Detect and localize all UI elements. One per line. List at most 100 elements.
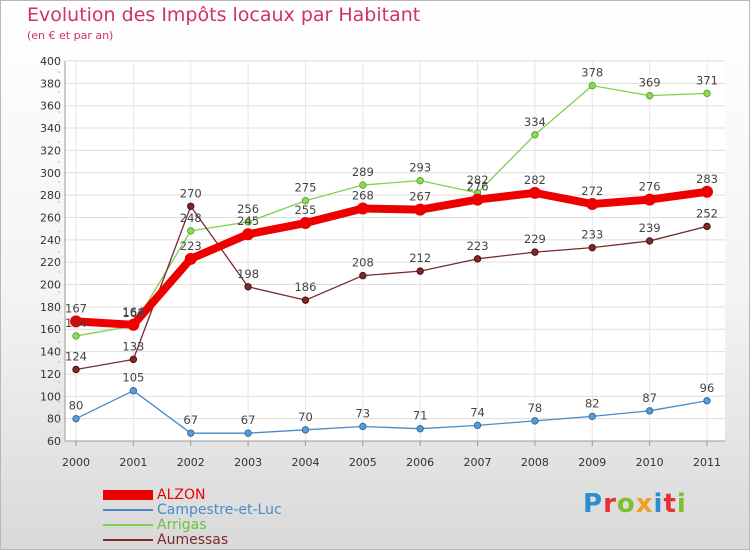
- data-point-alzon: [70, 315, 82, 328]
- y-tick-label: 140: [40, 346, 61, 359]
- y-tick-label: 200: [40, 279, 61, 292]
- data-point-campestre-et-luc: [244, 429, 252, 437]
- data-label-aumessas: 124: [65, 349, 87, 363]
- data-point-aumessas: [129, 355, 138, 364]
- data-point-arrigas: [703, 89, 711, 98]
- data-label-alzon: 282: [524, 173, 546, 187]
- series-line-campestre-et-luc: [75, 390, 708, 434]
- data-label-arrigas: 369: [639, 76, 661, 90]
- x-tick-label: 2009: [578, 456, 606, 469]
- x-tick-label: 2010: [636, 456, 664, 469]
- data-label-aumessas: 133: [122, 339, 144, 353]
- data-label-campestre-et-luc: 74: [470, 405, 485, 419]
- x-tick-label: 2004: [291, 456, 319, 469]
- legend-swatch-alzon: [103, 489, 153, 500]
- data-point-campestre-et-luc: [72, 414, 80, 423]
- data-point-alzon: [299, 217, 312, 230]
- data-label-aumessas: 233: [581, 228, 603, 242]
- data-label-campestre-et-luc: 71: [413, 409, 428, 423]
- data-point-campestre-et-luc: [301, 426, 310, 434]
- data-point-campestre-et-luc: [531, 417, 539, 425]
- data-point-arrigas: [244, 218, 252, 226]
- legend-item-alzon: ALZON: [103, 487, 205, 503]
- data-label-alzon: 272: [581, 184, 603, 198]
- data-label-campestre-et-luc: 67: [241, 413, 256, 427]
- data-label-campestre-et-luc: 82: [585, 396, 600, 410]
- data-label-alzon: 245: [237, 214, 259, 228]
- y-tick-label: 400: [40, 55, 61, 68]
- data-label-alzon: 255: [294, 203, 316, 217]
- proxiti-logo: Proxiti: [583, 489, 687, 519]
- data-point-arrigas: [72, 332, 80, 340]
- x-tick-label: 2002: [177, 456, 205, 469]
- data-label-aumessas: 186: [294, 280, 316, 294]
- data-label-arrigas: 154: [65, 316, 87, 330]
- data-label-campestre-et-luc: 87: [642, 391, 657, 405]
- y-tick-label: 80: [47, 413, 61, 426]
- x-tick-label: 2003: [234, 456, 262, 469]
- chart-subtitle: (en € et par an): [27, 29, 114, 42]
- data-label-arrigas: 275: [294, 181, 316, 195]
- data-point-aumessas: [72, 365, 80, 374]
- data-label-alzon: 267: [409, 190, 431, 204]
- y-tick-label: 180: [40, 301, 61, 314]
- data-label-campestre-et-luc: 70: [298, 410, 313, 424]
- y-tick-label: 360: [40, 100, 61, 113]
- data-point-alzon: [184, 252, 197, 265]
- data-point-campestre-et-luc: [473, 421, 482, 430]
- data-label-arrigas: 256: [237, 202, 259, 216]
- data-point-campestre-et-luc: [703, 397, 711, 405]
- data-label-campestre-et-luc: 78: [528, 401, 543, 415]
- data-point-arrigas: [531, 131, 539, 139]
- data-point-aumessas: [473, 255, 482, 263]
- data-label-arrigas: 334: [524, 115, 546, 129]
- legend-swatch-aumessas: [103, 538, 153, 541]
- data-label-aumessas: 270: [180, 186, 202, 200]
- y-tick-label: 340: [40, 122, 61, 135]
- data-label-alzon: 167: [65, 301, 87, 315]
- data-point-campestre-et-luc: [129, 387, 138, 395]
- y-tick-label: 380: [40, 77, 61, 90]
- data-point-aumessas: [588, 243, 596, 252]
- data-point-alzon: [586, 198, 599, 211]
- data-point-alzon: [643, 193, 656, 206]
- y-tick-label: 120: [40, 368, 61, 381]
- data-point-aumessas: [645, 237, 654, 245]
- data-point-alzon: [242, 228, 255, 241]
- data-label-campestre-et-luc: 73: [355, 406, 370, 420]
- legend-item-campestre: Campestre-et-Luc: [103, 502, 282, 518]
- data-label-alzon: 223: [180, 239, 202, 253]
- data-label-campestre-et-luc: 80: [69, 399, 84, 413]
- data-label-aumessas: 223: [467, 239, 489, 253]
- data-label-arrigas: 378: [581, 66, 603, 80]
- data-label-alzon: 164: [122, 305, 144, 319]
- series-line-arrigas: [75, 84, 708, 337]
- data-point-alzon: [528, 186, 541, 199]
- x-tick-label: 2007: [464, 456, 492, 469]
- legend-item-arrigas: Arrigas: [103, 517, 207, 533]
- data-label-arrigas: 248: [180, 211, 202, 225]
- data-label-aumessas: 208: [352, 256, 374, 270]
- data-label-arrigas: 163: [122, 306, 144, 320]
- y-tick-label: 280: [40, 189, 61, 202]
- data-point-campestre-et-luc: [588, 412, 596, 421]
- x-tick-label: 2000: [62, 456, 90, 469]
- data-label-alzon: 276: [467, 180, 489, 194]
- data-label-alzon: 276: [639, 180, 661, 194]
- data-label-campestre-et-luc: 105: [122, 371, 144, 385]
- data-point-campestre-et-luc: [416, 425, 424, 433]
- data-label-alzon: 268: [352, 189, 374, 203]
- y-tick-label: 240: [40, 234, 61, 247]
- data-point-aumessas: [359, 271, 367, 280]
- data-point-arrigas: [301, 197, 310, 205]
- series-line-aumessas: [75, 205, 708, 371]
- plot-area: [65, 61, 725, 441]
- x-tick-label: 2001: [119, 456, 147, 469]
- data-point-arrigas: [359, 181, 367, 189]
- data-point-aumessas: [416, 267, 424, 275]
- data-label-arrigas: 371: [696, 73, 718, 87]
- data-label-arrigas: 289: [352, 165, 374, 179]
- data-point-aumessas: [301, 296, 310, 304]
